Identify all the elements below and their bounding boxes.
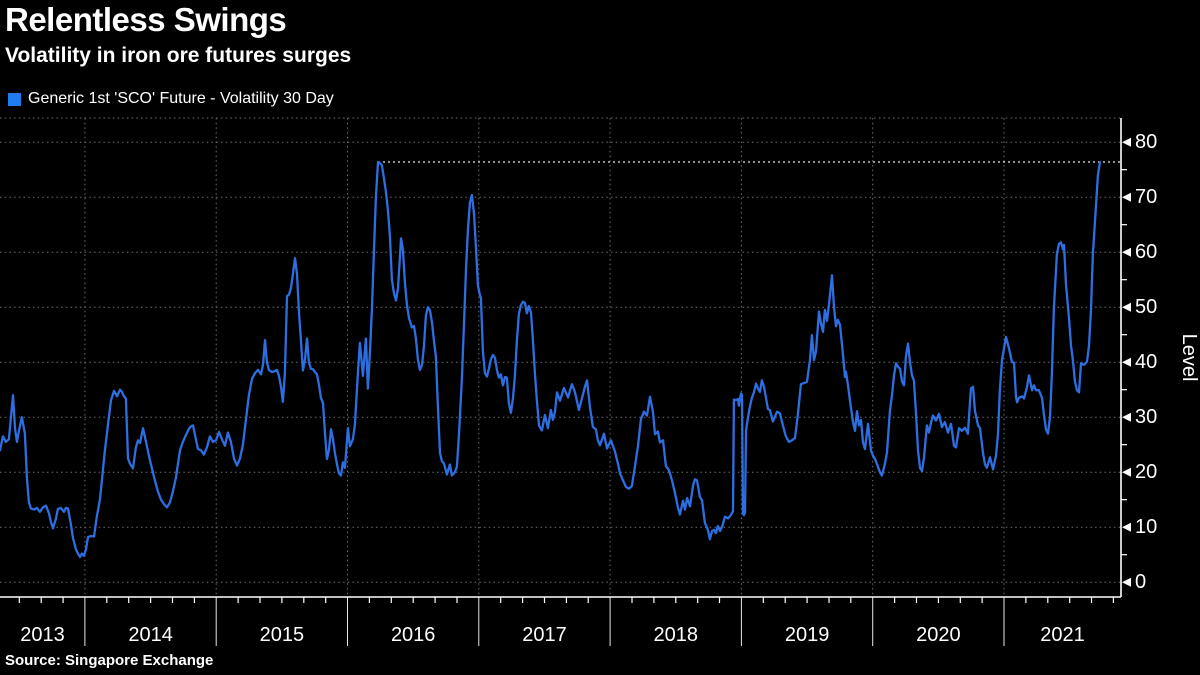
- svg-text:2014: 2014: [128, 624, 173, 646]
- svg-text:50: 50: [1135, 296, 1157, 318]
- svg-text:70: 70: [1135, 186, 1157, 208]
- legend-label: Generic 1st 'SCO' Future - Volatility 30…: [28, 90, 334, 107]
- svg-text:2016: 2016: [391, 624, 436, 646]
- svg-text:80: 80: [1135, 131, 1157, 153]
- source-note: Source: Singapore Exchange: [5, 652, 214, 669]
- svg-text:60: 60: [1135, 241, 1157, 263]
- svg-text:2021: 2021: [1040, 624, 1085, 646]
- svg-text:Level: Level: [1178, 334, 1200, 382]
- svg-text:30: 30: [1135, 406, 1157, 428]
- svg-text:0: 0: [1135, 571, 1146, 593]
- svg-text:2013: 2013: [20, 624, 65, 646]
- svg-text:2020: 2020: [916, 624, 961, 646]
- svg-text:2019: 2019: [785, 624, 830, 646]
- svg-text:2017: 2017: [522, 624, 567, 646]
- svg-text:10: 10: [1135, 516, 1157, 538]
- page-title: Relentless Swings: [5, 1, 287, 38]
- legend-marker-icon: [8, 92, 21, 106]
- svg-text:2018: 2018: [654, 624, 699, 646]
- chart-subtitle: Volatility in iron ore futures surges: [5, 44, 352, 67]
- svg-text:20: 20: [1135, 461, 1157, 483]
- svg-text:40: 40: [1135, 351, 1157, 373]
- svg-text:2015: 2015: [260, 624, 305, 646]
- legend: Generic 1st 'SCO' Future - Volatility 30…: [8, 90, 334, 108]
